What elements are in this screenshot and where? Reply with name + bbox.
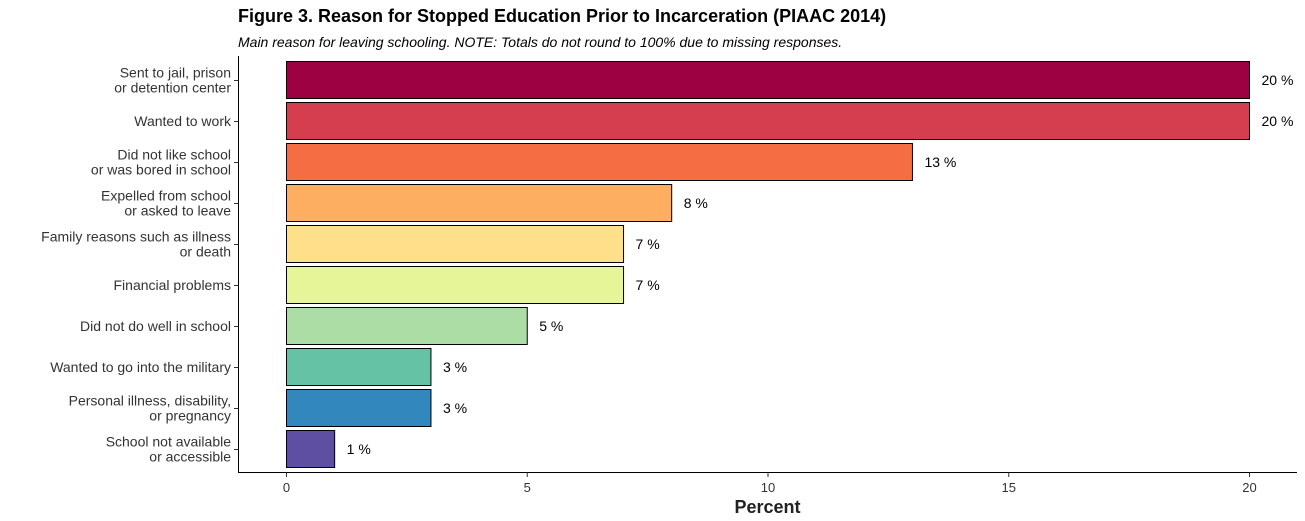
- x-axis-title: Percent: [734, 497, 800, 517]
- category-label: Personal illness, disability, or pregnanc…: [69, 393, 231, 424]
- category-label: Expelled from school or asked to leave: [101, 188, 231, 219]
- axes-layer: 0 5 10 15 20 Sent to jail, prison or detention…: [41, 56, 1297, 495]
- data-label: 1 %: [347, 441, 371, 457]
- chart-title: Figure 3. Reason for Stopped Education P…: [238, 6, 887, 26]
- category-label-line: or accessible: [149, 449, 231, 465]
- category-label: School not available or accessible: [106, 434, 232, 465]
- category-label-line: or pregnancy: [149, 408, 231, 424]
- category-label: Did not like school or was bored in schoo…: [91, 147, 231, 178]
- bar: [286, 266, 625, 304]
- category-label-line: Expelled from school: [101, 188, 231, 204]
- data-label: 3 %: [443, 359, 467, 375]
- data-label: 13 %: [924, 154, 956, 170]
- bar: [286, 102, 1250, 140]
- bar: [286, 430, 336, 468]
- category-label-line: Financial problems: [114, 277, 232, 293]
- bar: [286, 348, 432, 386]
- x-tick-label: 10: [761, 480, 775, 495]
- category-label-line: or death: [180, 244, 231, 260]
- bar: [286, 184, 673, 222]
- category-label-line: Family reasons such as illness: [41, 229, 231, 245]
- category-label: Did not do well in school: [80, 318, 231, 334]
- data-label: 7 %: [636, 277, 660, 293]
- category-label-line: or detention center: [114, 80, 231, 96]
- x-tick-label: 5: [524, 480, 531, 495]
- data-label: 20 %: [1262, 72, 1294, 88]
- category-label: Financial problems: [114, 277, 232, 293]
- category-label-line: or asked to leave: [124, 203, 231, 219]
- data-label: 20 %: [1262, 113, 1294, 129]
- x-tick-label: 20: [1242, 480, 1256, 495]
- x-tick-label: 0: [283, 480, 290, 495]
- category-label-line: Sent to jail, prison: [120, 65, 231, 81]
- bar: [286, 389, 432, 427]
- category-label: Wanted to work: [134, 113, 232, 129]
- category-label-line: School not available: [106, 434, 232, 450]
- category-label-line: Did not do well in school: [80, 318, 231, 334]
- category-label-line: Personal illness, disability,: [69, 393, 231, 409]
- x-tick-label: 15: [1002, 480, 1016, 495]
- category-label-line: or was bored in school: [91, 162, 231, 178]
- data-label: 8 %: [684, 195, 708, 211]
- bar: [286, 307, 528, 345]
- data-label: 5 %: [539, 318, 563, 334]
- bar: [286, 143, 913, 181]
- data-label: 3 %: [443, 400, 467, 416]
- data-label: 7 %: [636, 236, 660, 252]
- bars-layer: 20 % 20 % 13 % 8 % 7 % 7 % 5 % 3 % 3 % 1 %: [286, 61, 1294, 468]
- category-label-line: Wanted to work: [134, 113, 232, 129]
- category-label-line: Did not like school: [117, 147, 231, 163]
- bar: [286, 225, 625, 263]
- bar: [286, 61, 1250, 99]
- category-label: Wanted to go into the military: [50, 359, 231, 375]
- category-label: Family reasons such as illness or death: [41, 229, 231, 260]
- chart-subtitle: Main reason for leaving schooling. NOTE:…: [238, 34, 843, 50]
- category-label-line: Wanted to go into the military: [50, 359, 231, 375]
- category-label: Sent to jail, prison or detention center: [114, 65, 231, 96]
